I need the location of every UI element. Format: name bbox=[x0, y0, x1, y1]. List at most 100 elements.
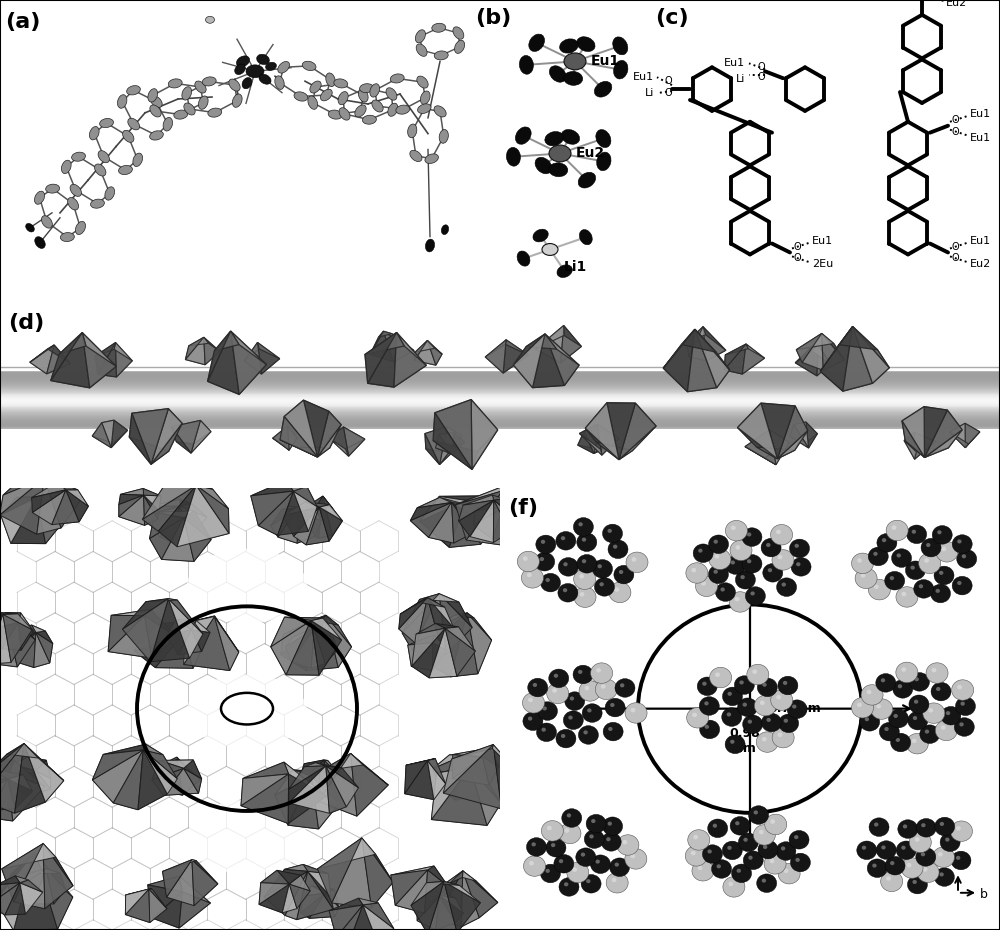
Circle shape bbox=[608, 529, 612, 533]
Polygon shape bbox=[283, 502, 342, 545]
Text: Li1: Li1 bbox=[564, 260, 587, 274]
Circle shape bbox=[559, 878, 579, 897]
Polygon shape bbox=[433, 755, 484, 801]
Polygon shape bbox=[156, 759, 178, 790]
Circle shape bbox=[876, 841, 896, 859]
Circle shape bbox=[598, 565, 602, 568]
Polygon shape bbox=[483, 748, 499, 766]
Polygon shape bbox=[191, 420, 211, 453]
Polygon shape bbox=[32, 482, 88, 525]
Polygon shape bbox=[166, 630, 192, 655]
Polygon shape bbox=[402, 593, 439, 650]
Polygon shape bbox=[536, 336, 581, 363]
Ellipse shape bbox=[236, 56, 250, 67]
Polygon shape bbox=[687, 335, 726, 361]
Polygon shape bbox=[36, 760, 51, 778]
Polygon shape bbox=[597, 424, 619, 455]
Polygon shape bbox=[433, 441, 478, 470]
Polygon shape bbox=[348, 905, 378, 930]
Polygon shape bbox=[9, 757, 51, 796]
Polygon shape bbox=[180, 499, 191, 506]
Polygon shape bbox=[513, 347, 579, 388]
Polygon shape bbox=[271, 618, 342, 675]
Polygon shape bbox=[161, 759, 182, 795]
Polygon shape bbox=[275, 770, 340, 829]
Polygon shape bbox=[427, 340, 442, 354]
Ellipse shape bbox=[221, 693, 273, 724]
Polygon shape bbox=[313, 616, 338, 625]
Polygon shape bbox=[308, 871, 331, 897]
Polygon shape bbox=[770, 430, 789, 465]
Circle shape bbox=[608, 540, 628, 559]
Polygon shape bbox=[208, 331, 239, 394]
Circle shape bbox=[722, 687, 742, 706]
Circle shape bbox=[914, 579, 934, 598]
Polygon shape bbox=[204, 338, 220, 352]
Polygon shape bbox=[318, 753, 357, 817]
Circle shape bbox=[577, 554, 597, 573]
Polygon shape bbox=[839, 326, 878, 350]
Circle shape bbox=[705, 724, 709, 729]
Circle shape bbox=[701, 581, 706, 586]
Circle shape bbox=[924, 558, 929, 563]
Ellipse shape bbox=[515, 126, 531, 144]
Polygon shape bbox=[724, 349, 765, 374]
Circle shape bbox=[874, 822, 878, 827]
Polygon shape bbox=[317, 838, 376, 869]
Polygon shape bbox=[311, 620, 342, 675]
Circle shape bbox=[756, 732, 778, 752]
Polygon shape bbox=[108, 609, 177, 658]
Circle shape bbox=[630, 854, 635, 858]
Circle shape bbox=[946, 711, 950, 715]
Circle shape bbox=[610, 703, 615, 707]
Polygon shape bbox=[472, 430, 498, 470]
Ellipse shape bbox=[235, 64, 245, 74]
Polygon shape bbox=[914, 432, 936, 459]
Polygon shape bbox=[695, 329, 730, 388]
Ellipse shape bbox=[455, 40, 465, 53]
Polygon shape bbox=[492, 495, 504, 500]
Ellipse shape bbox=[564, 72, 583, 86]
Polygon shape bbox=[746, 344, 765, 358]
Circle shape bbox=[888, 710, 908, 728]
Ellipse shape bbox=[184, 103, 195, 115]
Circle shape bbox=[954, 718, 974, 737]
Polygon shape bbox=[283, 502, 319, 516]
Polygon shape bbox=[34, 853, 73, 929]
Polygon shape bbox=[433, 413, 472, 470]
Polygon shape bbox=[463, 870, 498, 918]
Circle shape bbox=[886, 520, 908, 540]
Ellipse shape bbox=[35, 237, 45, 248]
Circle shape bbox=[771, 690, 793, 711]
Ellipse shape bbox=[596, 129, 611, 148]
Polygon shape bbox=[417, 895, 439, 913]
Polygon shape bbox=[391, 866, 434, 875]
Circle shape bbox=[605, 698, 625, 717]
Ellipse shape bbox=[105, 187, 115, 200]
Polygon shape bbox=[95, 342, 116, 356]
Ellipse shape bbox=[517, 251, 530, 266]
Polygon shape bbox=[244, 342, 259, 361]
Circle shape bbox=[594, 578, 614, 596]
Circle shape bbox=[935, 817, 955, 836]
Circle shape bbox=[554, 673, 558, 678]
Polygon shape bbox=[426, 449, 452, 465]
Polygon shape bbox=[391, 866, 448, 913]
Polygon shape bbox=[152, 768, 184, 795]
Circle shape bbox=[901, 845, 906, 850]
Circle shape bbox=[577, 533, 597, 551]
Circle shape bbox=[909, 832, 931, 853]
Ellipse shape bbox=[150, 105, 161, 117]
Polygon shape bbox=[0, 611, 3, 630]
Polygon shape bbox=[285, 618, 323, 620]
Circle shape bbox=[574, 569, 596, 590]
Polygon shape bbox=[493, 745, 531, 809]
Circle shape bbox=[790, 853, 810, 871]
Circle shape bbox=[563, 711, 583, 729]
Polygon shape bbox=[578, 430, 607, 450]
Polygon shape bbox=[184, 617, 230, 671]
Polygon shape bbox=[325, 893, 338, 917]
Circle shape bbox=[696, 576, 718, 596]
Polygon shape bbox=[427, 761, 446, 800]
Ellipse shape bbox=[202, 77, 216, 86]
